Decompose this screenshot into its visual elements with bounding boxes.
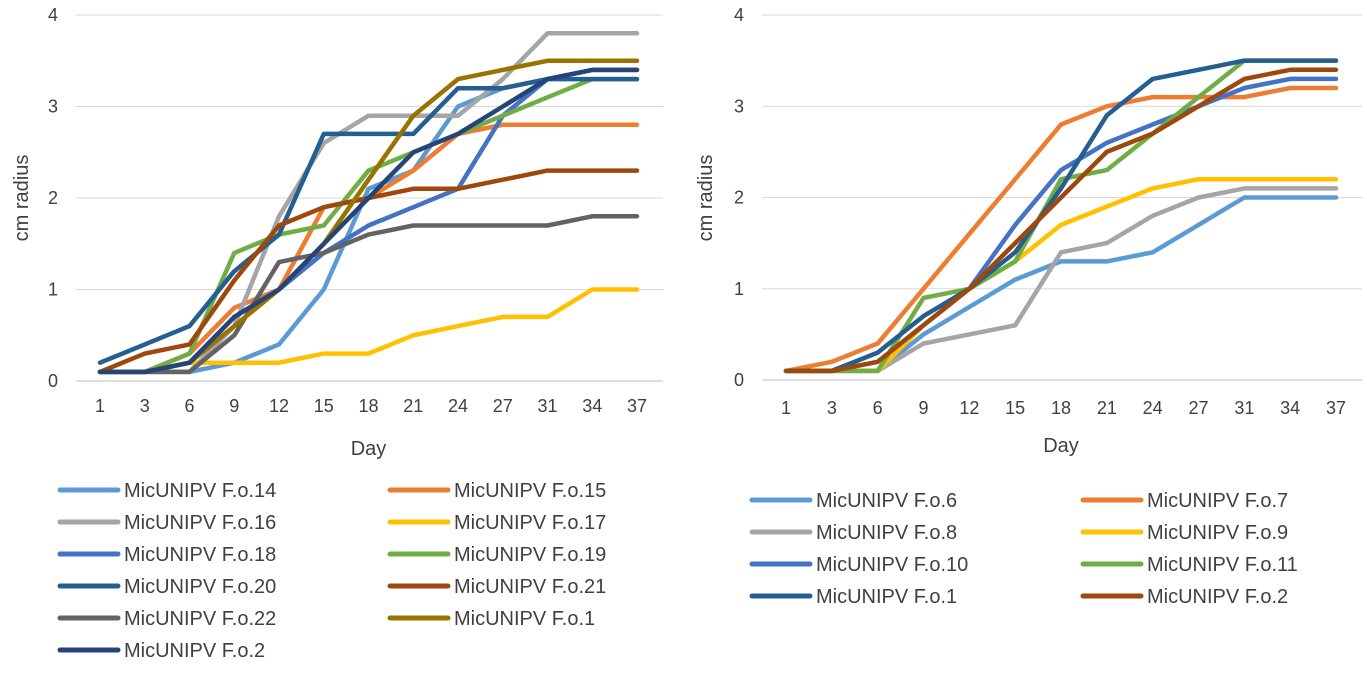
x-tick-label: 37 [627,396,647,416]
legend: MicUNIPV F.o.14 MicUNIPV F.o.15 MicUNIPV F… [57,480,606,662]
legend-label: MicUNIPV F.o.14 [124,480,276,502]
legend-label: MicUNIPV F.o.11 [1147,554,1298,576]
legend-label: MicUNIPV F.o.1 [454,608,595,630]
y-tick-label: 4 [734,5,744,25]
series-line [97,76,640,375]
legend-label: MicUNIPV F.o.7 [1147,490,1288,512]
series-line [783,176,1339,374]
series-line [97,58,640,375]
legend-label: MicUNIPV F.o.19 [454,544,606,566]
x-tick-label: 12 [269,396,289,416]
legend-label: MicUNIPV F.o.2 [124,640,265,662]
legend-label: MicUNIPV F.o.8 [816,522,957,544]
legend: MicUNIPV F.o.6 MicUNIPV F.o.7 MicUNIPV F.o… [749,490,1298,608]
x-tick-label: 1 [95,396,105,416]
x-tick-label: 15 [1005,398,1025,418]
y-tick-label: 2 [48,188,58,208]
y-tick-label: 3 [734,96,744,116]
series-line [783,67,1339,374]
legend-label: MicUNIPV F.o.10 [816,554,968,576]
y-tick-label: 2 [734,188,744,208]
legend-label: MicUNIPV F.o.15 [454,480,606,502]
x-tick-label: 31 [537,396,557,416]
x-tick-label: 9 [918,398,928,418]
legend-label: MicUNIPV F.o.21 [454,576,606,598]
x-tick-label: 31 [1234,398,1254,418]
x-tick-label: 27 [493,396,513,416]
x-tick-label: 15 [314,396,334,416]
legend-label: MicUNIPV F.o.1 [816,586,957,608]
x-tick-label: 21 [403,396,423,416]
y-tick-label: 0 [48,371,58,391]
x-tick-label: 1 [781,398,791,418]
x-tick-label: 6 [184,396,194,416]
y-tick-label: 1 [48,280,58,300]
y-axis-title: cm radius [695,155,717,242]
x-tick-label: 21 [1097,398,1117,418]
series-line [97,31,640,375]
x-tick-label: 24 [448,396,468,416]
legend-label: MicUNIPV F.o.2 [1147,586,1288,608]
y-tick-label: 0 [734,370,744,390]
x-tick-label: 34 [1280,398,1300,418]
x-axis-title: Day [1043,435,1079,457]
x-tick-label: 18 [358,396,378,416]
x-tick-label: 6 [873,398,883,418]
legend-label: MicUNIPV F.o.17 [454,512,606,534]
legend-label: MicUNIPV F.o.22 [124,608,276,630]
y-tick-label: 3 [48,97,58,117]
x-tick-label: 9 [229,396,239,416]
series-line [97,214,640,375]
series-line [97,122,640,375]
x-tick-label: 24 [1143,398,1163,418]
legend-label: MicUNIPV F.o.16 [124,512,276,534]
x-tick-label: 34 [582,396,602,416]
x-tick-label: 12 [959,398,979,418]
legend-label: MicUNIPV F.o.20 [124,576,276,598]
x-tick-label: 37 [1326,398,1346,418]
series-line [783,58,1339,374]
x-tick-label: 18 [1051,398,1071,418]
x-tick-label: 3 [827,398,837,418]
series-line [97,76,640,365]
series-line [783,85,1339,374]
y-tick-label: 1 [734,279,744,299]
legend-label: MicUNIPV F.o.9 [1147,522,1288,544]
x-tick-label: 27 [1188,398,1208,418]
y-axis-title: cm radius [11,155,33,242]
x-axis-title: Day [351,438,387,460]
legend-label: MicUNIPV F.o.18 [124,544,276,566]
series-line [783,186,1339,374]
y-tick-label: 4 [48,5,58,25]
legend-label: MicUNIPV F.o.6 [816,490,957,512]
x-tick-label: 3 [140,396,150,416]
series-line [97,67,640,375]
series-line [783,58,1339,374]
